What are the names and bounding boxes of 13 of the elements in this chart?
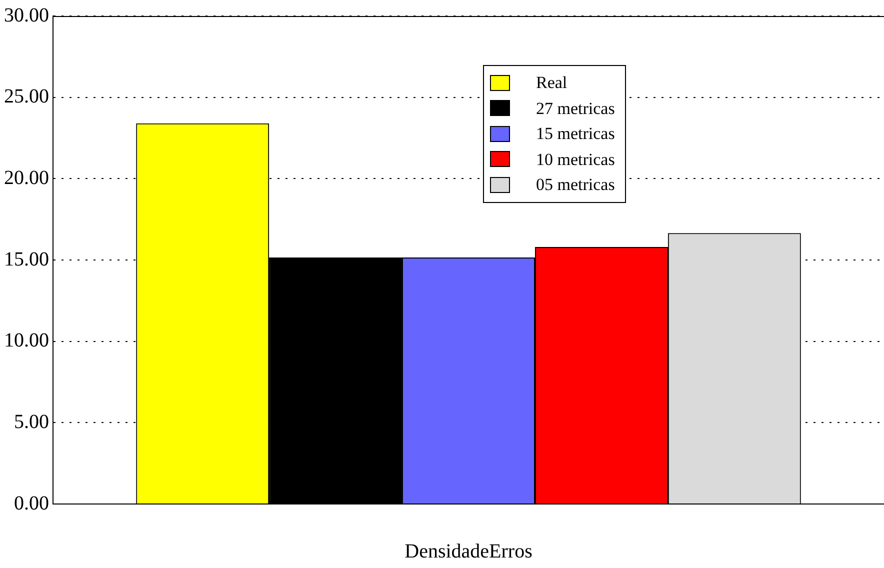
legend-label: 15 metricas [536, 123, 615, 145]
y-tick-label: 15.00 [4, 248, 49, 270]
y-tick-label: 5.00 [14, 410, 49, 433]
y-tick-label: 25.00 [4, 86, 49, 108]
y-tick-label: 0.00 [14, 492, 49, 514]
x-axis-title: DensidadeErros [404, 540, 533, 562]
y-tick-label: 20.00 [4, 166, 49, 189]
y-tick-label: 10.00 [4, 330, 49, 352]
y-tick-label: 30.00 [4, 4, 49, 26]
legend-label: 27 metricas [536, 98, 615, 120]
legend-label: 10 metricas [536, 148, 615, 170]
legend-label: 05 metricas [536, 174, 615, 196]
legend-label: Real [536, 72, 568, 94]
